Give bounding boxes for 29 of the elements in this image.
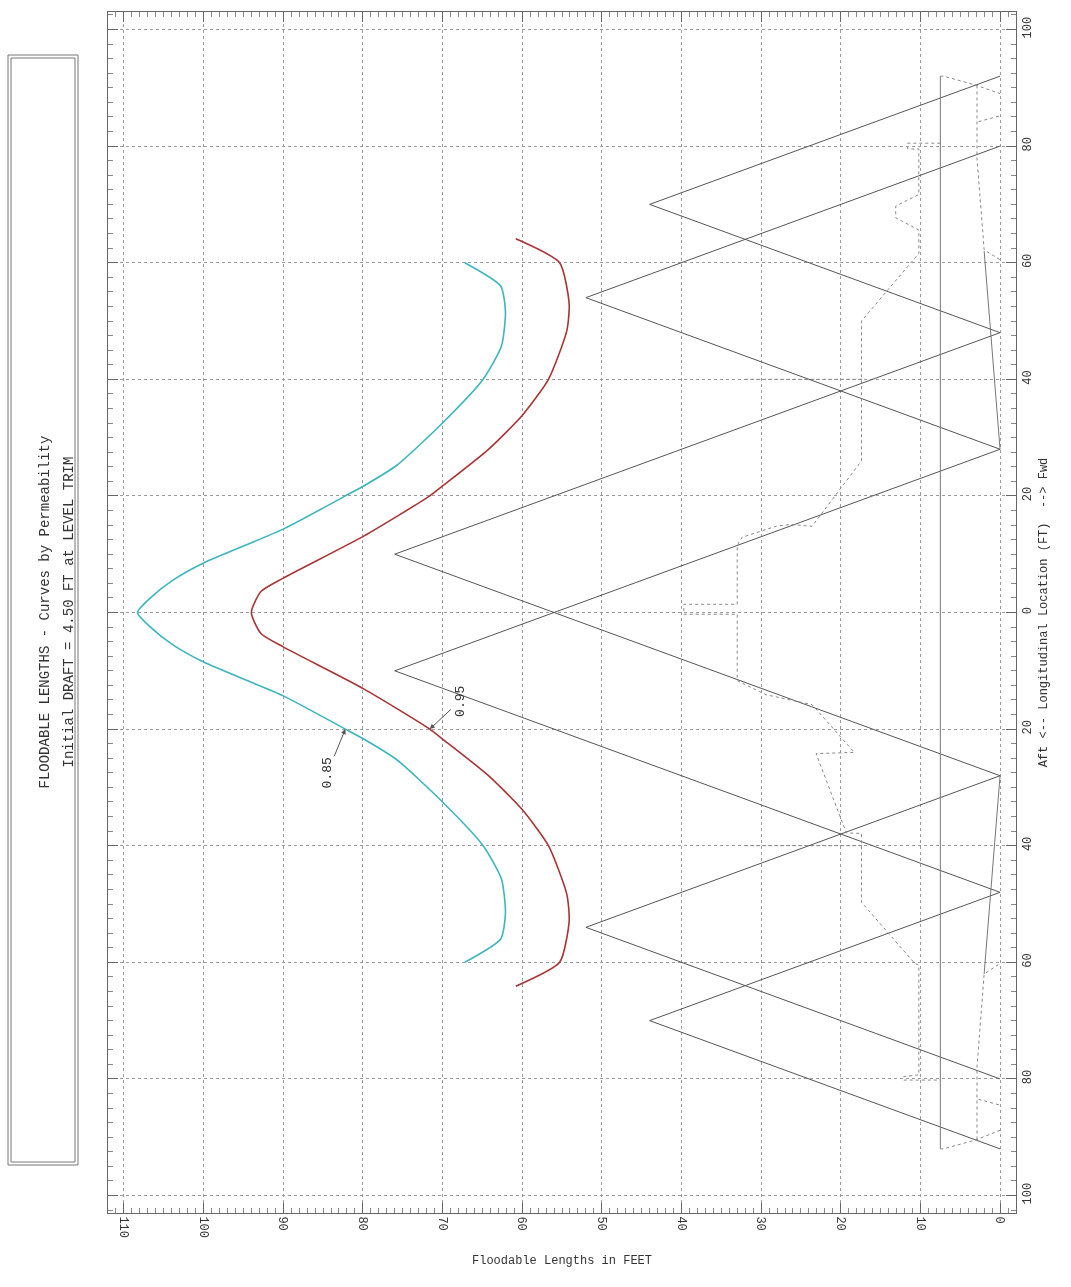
y-tick-label: 100	[1021, 1182, 1036, 1205]
annotation: 0.85	[320, 757, 336, 789]
y-tick-label: 0	[1021, 607, 1036, 615]
text: Initial DRAFT = 4.50 FT at LEVEL TRIM	[60, 456, 77, 768]
x-tick-label: 30	[753, 1216, 768, 1231]
x-tick-label: 80	[354, 1216, 369, 1231]
x-tick-label: 110	[116, 1216, 131, 1239]
x-tick-label: 40	[673, 1216, 688, 1231]
text: FLOODABLE LENGTHS - Curves by Permeability	[36, 435, 53, 789]
x-tick-label: 100	[195, 1216, 210, 1239]
x-tick-label: 70	[434, 1216, 449, 1231]
y-tick-label: 80	[1021, 137, 1036, 152]
x-axis-title: Floodable Lengths in FEET	[471, 1253, 653, 1268]
y-tick-label: 100	[1021, 16, 1036, 39]
y-tick-label: 20	[1021, 486, 1036, 502]
y-tick-label: 60	[1021, 953, 1036, 968]
x-tick-label: 50	[593, 1216, 608, 1231]
y-tick-label: 60	[1021, 253, 1036, 269]
x-tick-label: 20	[832, 1216, 847, 1231]
x-tick-label: 60	[514, 1216, 529, 1231]
x-tick-label: 0	[992, 1216, 1007, 1224]
annotation: 0.95	[452, 685, 468, 717]
x-tick-label: 90	[275, 1216, 290, 1231]
y-axis-title: Aft <-- Longitudinal Location (FT) --> Fwd	[1037, 457, 1052, 768]
x-tick-label: 10	[912, 1216, 927, 1231]
y-tick-label: 40	[1021, 836, 1036, 852]
y-tick-label: 20	[1021, 720, 1036, 735]
y-tick-label: 80	[1021, 1069, 1036, 1085]
y-tick-label: 40	[1021, 370, 1036, 385]
